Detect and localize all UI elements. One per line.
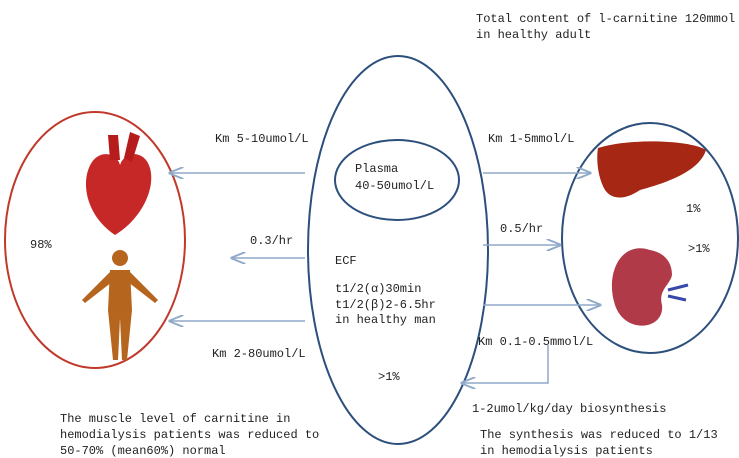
arrow-label: Km 1-5mmol/L	[488, 132, 574, 146]
liver-percent: 1%	[686, 202, 701, 216]
ecf-label: in healthy man	[335, 313, 436, 327]
ecf-label: t1/2(α)30min	[335, 282, 421, 296]
diagram: Total content of l-carnitine 120mmol in …	[0, 0, 739, 458]
arrow-label: Km 5-10umol/L	[215, 132, 309, 146]
heart-icon	[86, 132, 151, 235]
arrow-label: 1-2umol/kg/day biosynthesis	[472, 402, 666, 416]
muscle-percent: 98%	[30, 238, 52, 252]
kidney-icon	[612, 248, 672, 325]
arrow-label: 0.3/hr	[250, 234, 293, 248]
ecf-percent: >1%	[378, 370, 400, 384]
note-line: The muscle level of carnitine in	[60, 412, 290, 426]
kidney-vessels	[668, 285, 688, 300]
note-line: in hemodialysis patients	[480, 444, 653, 458]
plasma-label: 40-50umol/L	[355, 179, 434, 193]
header-line: in healthy adult	[476, 28, 591, 42]
ecf-ellipse	[308, 56, 488, 444]
liver-icon	[597, 141, 706, 197]
note-line: hemodialysis patients was reduced to	[60, 428, 319, 442]
arrow-label: Km 0.1-0.5mmol/L	[478, 335, 593, 349]
ecf-label: t1/2(β)2-6.5hr	[335, 298, 436, 312]
arrow-label: Km 2-80umol/L	[212, 347, 306, 361]
kidney-percent: >1%	[688, 242, 710, 256]
note-line: 50-70% (mean60%) normal	[60, 444, 226, 458]
plasma-label: Plasma	[355, 162, 398, 176]
note-line: The synthesis was reduced to 1/13	[480, 428, 718, 442]
header-line: Total content of l-carnitine 120mmol	[476, 12, 735, 26]
arrow-label: 0.5/hr	[500, 222, 543, 236]
ecf-label: ECF	[335, 254, 357, 268]
